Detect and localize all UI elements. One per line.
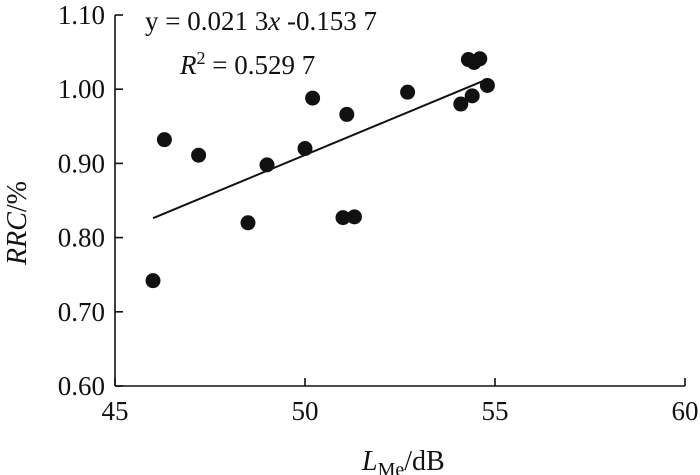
data-point xyxy=(145,273,161,289)
y-tick-label: 0.80 xyxy=(58,223,105,253)
data-point xyxy=(453,96,469,112)
x-axis-title-unit: /dB xyxy=(404,446,444,475)
x-tick-label: 45 xyxy=(102,396,129,426)
y-tick-label: 1.00 xyxy=(58,74,105,104)
x-tick-label: 55 xyxy=(482,396,509,426)
data-point xyxy=(472,51,488,67)
tick-labels: 45 50 55 60 0.60 0.70 0.80 0.90 1.00 1.10 xyxy=(58,0,699,426)
data-point xyxy=(240,215,256,231)
y-axis-title-main: RRC xyxy=(2,212,33,266)
x-axis-title: LMe/dB xyxy=(361,446,445,475)
data-point xyxy=(297,141,313,157)
points-group xyxy=(145,51,495,289)
fit-equation-prefix: y = 0.021 3 xyxy=(145,6,268,36)
y-tick-label: 1.10 xyxy=(58,0,105,30)
data-point xyxy=(259,157,275,173)
data-point xyxy=(479,77,495,93)
r-squared-value: = 0.529 7 xyxy=(206,50,316,80)
y-tick-label: 0.90 xyxy=(58,148,105,178)
fit-line-group xyxy=(152,78,488,220)
fit-equation-variable: x xyxy=(267,6,280,36)
y-axis-title-unit: /% xyxy=(2,181,33,212)
data-point xyxy=(305,90,321,106)
x-axis-title-main: L xyxy=(361,446,378,475)
y-axis-title: RRC/% xyxy=(2,181,33,266)
y-tick-label: 0.60 xyxy=(58,371,105,401)
axes xyxy=(114,15,685,387)
r-squared-sup: 2 xyxy=(197,48,206,68)
x-tick-label: 50 xyxy=(292,396,319,426)
data-point xyxy=(346,209,362,225)
data-point xyxy=(191,147,207,163)
ticks xyxy=(114,14,686,387)
data-point xyxy=(400,84,416,100)
data-point xyxy=(156,132,172,148)
x-axis-title-sub: Me xyxy=(378,459,405,475)
y-tick-label: 0.70 xyxy=(58,297,105,327)
fit-equation: y = 0.021 3x -0.153 7 xyxy=(145,6,377,36)
data-point xyxy=(339,106,355,122)
fit-line xyxy=(152,78,488,220)
r-squared-label: R xyxy=(179,50,197,80)
r-squared: R2 = 0.529 7 xyxy=(179,48,315,80)
fit-equation-suffix: -0.153 7 xyxy=(280,6,377,36)
data-point xyxy=(464,88,480,104)
data-point xyxy=(335,210,351,226)
x-tick-label: 60 xyxy=(672,396,699,426)
